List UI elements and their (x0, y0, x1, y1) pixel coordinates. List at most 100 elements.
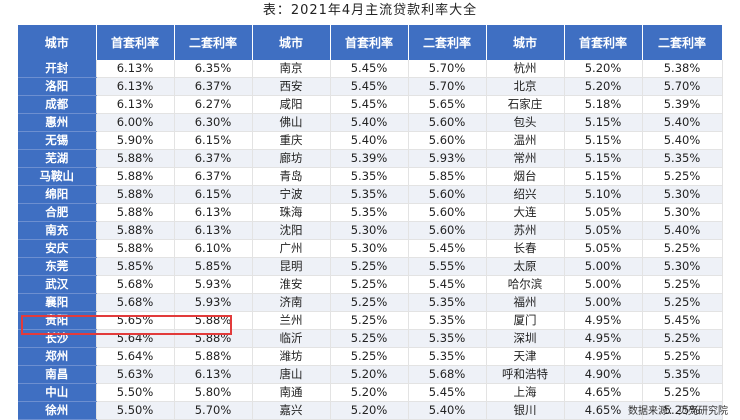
city-cell: 郑州 (18, 347, 97, 366)
city-cell: 佛山 (252, 113, 331, 132)
city-cell: 大连 (486, 203, 565, 222)
second-rate-cell: 5.80% (174, 383, 253, 402)
first-rate-cell: 5.88% (96, 167, 175, 186)
second-rate-cell: 5.25% (642, 293, 723, 312)
second-rate-cell: 6.10% (174, 239, 253, 258)
city-cell: 广州 (252, 239, 331, 258)
city-cell: 宁波 (252, 185, 331, 204)
table-row: 襄阳 5.68% 5.93% 济南 5.25% 5.35% 福州 5.00% 5.25% (18, 293, 723, 312)
city-cell: 绍兴 (486, 185, 565, 204)
table-row: 郑州 5.64% 5.88% 潍坊 5.25% 5.35% 天津 4.95% 5.25% (18, 347, 723, 366)
second-rate-cell: 5.70% (408, 60, 487, 78)
first-rate-cell: 5.20% (564, 77, 643, 96)
first-rate-cell: 5.25% (330, 311, 409, 330)
second-rate-cell: 5.35% (408, 329, 487, 348)
second-rate-cell: 5.88% (174, 347, 253, 366)
city-cell: 临沂 (252, 329, 331, 348)
second-rate-cell: 5.68% (408, 365, 487, 384)
second-rate-cell: 6.13% (174, 221, 253, 240)
first-rate-cell: 5.15% (564, 113, 643, 132)
second-rate-cell: 5.45% (408, 275, 487, 294)
first-rate-cell: 4.95% (564, 329, 643, 348)
city-cell: 包头 (486, 113, 565, 132)
table-row: 南昌 5.63% 6.13% 唐山 5.20% 5.68% 呼和浩特 4.90% 5.35% (18, 365, 723, 384)
city-cell: 福州 (486, 293, 565, 312)
table-row: 成都 6.13% 6.27% 咸阳 5.45% 5.65% 石家庄 5.18% 5.39% (18, 95, 723, 114)
city-cell: 天津 (486, 347, 565, 366)
second-rate-cell: 5.25% (642, 239, 723, 258)
header-city-1: 城市 (18, 25, 97, 60)
city-cell: 苏州 (486, 221, 565, 240)
city-cell: 南充 (18, 221, 97, 240)
first-rate-cell: 5.15% (564, 167, 643, 186)
table-row: 东莞 5.85% 5.85% 昆明 5.25% 5.55% 太原 5.00% 5.30% (18, 257, 723, 276)
first-rate-cell: 5.64% (96, 347, 175, 366)
first-rate-cell: 4.95% (564, 311, 643, 330)
first-rate-cell: 6.00% (96, 113, 175, 132)
city-cell: 济南 (252, 293, 331, 312)
city-cell: 沈阳 (252, 221, 331, 240)
city-cell: 马鞍山 (18, 167, 97, 186)
first-rate-cell: 5.35% (330, 185, 409, 204)
city-cell: 武汉 (18, 275, 97, 294)
header-first-rate-3: 首套利率 (564, 25, 643, 60)
second-rate-cell: 6.27% (174, 95, 253, 114)
city-cell: 兰州 (252, 311, 331, 330)
city-cell: 徐州 (18, 401, 97, 420)
first-rate-cell: 5.30% (330, 239, 409, 258)
header-first-rate-1: 首套利率 (96, 25, 175, 60)
first-rate-cell: 5.35% (330, 167, 409, 186)
first-rate-cell: 5.00% (564, 293, 643, 312)
first-rate-cell: 5.20% (330, 401, 409, 420)
city-cell: 银川 (486, 401, 565, 420)
second-rate-cell: 6.13% (174, 203, 253, 222)
first-rate-cell: 5.45% (330, 95, 409, 114)
header-first-rate-2: 首套利率 (330, 25, 409, 60)
second-rate-cell: 5.65% (408, 95, 487, 114)
first-rate-cell: 5.05% (564, 239, 643, 258)
city-cell: 昆明 (252, 257, 331, 276)
city-cell: 无锡 (18, 131, 97, 150)
second-rate-cell: 5.38% (642, 60, 723, 78)
city-cell: 太原 (486, 257, 565, 276)
second-rate-cell: 5.60% (408, 221, 487, 240)
city-cell: 哈尔滨 (486, 275, 565, 294)
first-rate-cell: 5.45% (330, 60, 409, 78)
second-rate-cell: 5.25% (642, 275, 723, 294)
city-cell: 襄阳 (18, 293, 97, 312)
city-cell: 烟台 (486, 167, 565, 186)
first-rate-cell: 5.88% (96, 221, 175, 240)
second-rate-cell: 5.85% (174, 257, 253, 276)
city-cell: 呼和浩特 (486, 365, 565, 384)
city-cell: 中山 (18, 383, 97, 402)
city-cell: 唐山 (252, 365, 331, 384)
second-rate-cell: 5.93% (174, 293, 253, 312)
second-rate-cell: 6.37% (174, 167, 253, 186)
city-cell: 绵阳 (18, 185, 97, 204)
first-rate-cell: 5.25% (330, 329, 409, 348)
table-row: 绵阳 5.88% 6.15% 宁波 5.35% 5.60% 绍兴 5.10% 5.30% (18, 185, 723, 204)
second-rate-cell: 5.60% (408, 185, 487, 204)
table-row: 马鞍山 5.88% 6.37% 青岛 5.35% 5.85% 烟台 5.15% 5.25% (18, 167, 723, 186)
first-rate-cell: 5.88% (96, 185, 175, 204)
first-rate-cell: 5.40% (330, 131, 409, 150)
second-rate-cell: 5.30% (642, 185, 723, 204)
second-rate-cell: 5.25% (642, 401, 723, 420)
first-rate-cell: 5.00% (564, 257, 643, 276)
first-rate-cell: 5.15% (564, 149, 643, 168)
city-cell: 青岛 (252, 167, 331, 186)
first-rate-cell: 5.88% (96, 149, 175, 168)
header-second-rate-1: 二套利率 (174, 25, 253, 60)
city-cell: 西安 (252, 77, 331, 96)
first-rate-cell: 5.50% (96, 401, 175, 420)
first-rate-cell: 6.13% (96, 95, 175, 114)
second-rate-cell: 6.13% (174, 365, 253, 384)
table-row: 徐州 5.50% 5.70% 嘉兴 5.20% 5.40% 银川 4.65% 5.25% (18, 401, 723, 420)
table-row: 无锡 5.90% 6.15% 重庆 5.40% 5.60% 温州 5.15% 5.40% (18, 131, 723, 150)
second-rate-cell: 5.60% (408, 203, 487, 222)
first-rate-cell: 4.95% (564, 347, 643, 366)
first-rate-cell: 5.40% (330, 113, 409, 132)
city-cell: 安庆 (18, 239, 97, 258)
table-row: 武汉 5.68% 5.93% 淮安 5.25% 5.45% 哈尔滨 5.00% 5.25% (18, 275, 723, 294)
second-rate-cell: 5.35% (642, 365, 723, 384)
